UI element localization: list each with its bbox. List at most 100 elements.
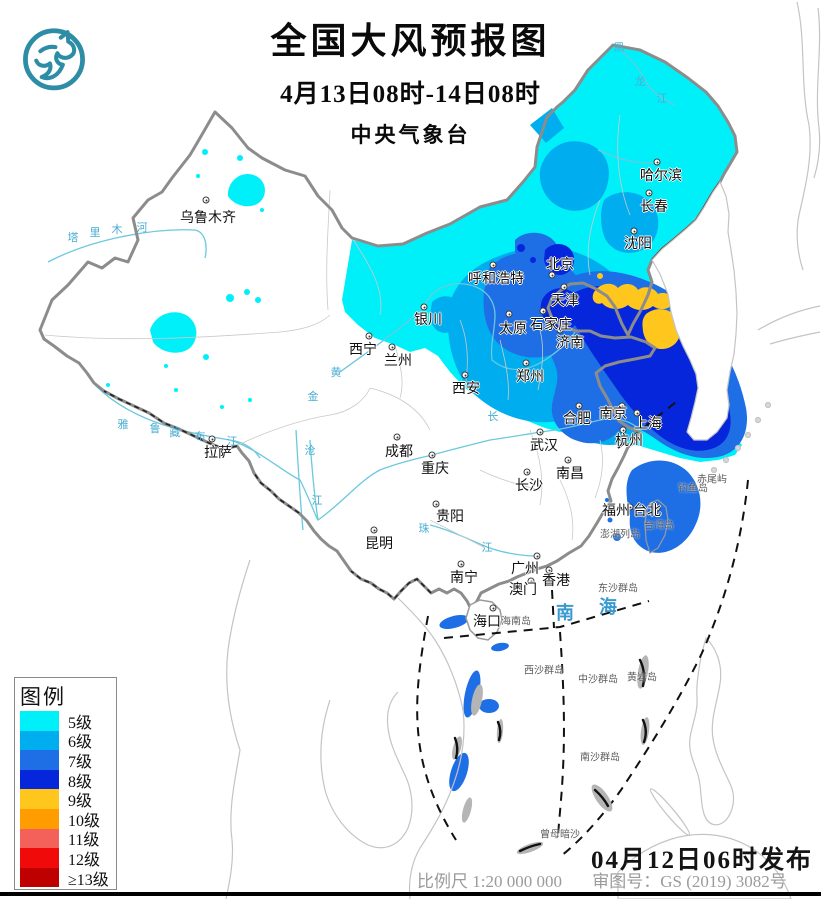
island-label: 西沙群岛 bbox=[524, 665, 564, 677]
issue-time: 04月12日06时发布 bbox=[591, 847, 814, 874]
city-marker bbox=[539, 307, 547, 315]
river-label: 龙 bbox=[634, 76, 646, 88]
city-marker bbox=[653, 158, 661, 166]
china-border bbox=[38, 43, 739, 611]
island-label: 台湾岛 bbox=[644, 520, 674, 532]
nine-dash-line bbox=[416, 401, 749, 857]
river-label: 河 bbox=[136, 222, 148, 234]
approval-number: 审图号：GS (2019) 3082号 bbox=[592, 872, 787, 891]
legend-item: 9级 bbox=[20, 789, 116, 811]
city-label: 沈阳 bbox=[624, 235, 652, 251]
city-label: 长沙 bbox=[515, 477, 543, 493]
city-label: 昆明 bbox=[365, 535, 393, 551]
city-label: 合肥 bbox=[563, 410, 591, 426]
city-marker bbox=[653, 504, 661, 512]
indochina-coast bbox=[397, 597, 465, 899]
legend-swatch bbox=[20, 711, 59, 731]
city-marker bbox=[370, 526, 378, 534]
river-label: 雅 bbox=[117, 419, 129, 431]
city-label: 上海 bbox=[634, 415, 662, 431]
city-marker bbox=[618, 402, 626, 410]
city-marker bbox=[365, 332, 373, 340]
shoal-marks bbox=[452, 655, 650, 855]
island-label: 曾母暗沙 bbox=[540, 829, 580, 841]
city-label: 成都 bbox=[385, 443, 413, 459]
river-label: 塔 bbox=[67, 232, 79, 244]
bottom-frame-line bbox=[0, 892, 821, 896]
city-label: 台北 bbox=[633, 502, 661, 518]
myanmar-coast bbox=[225, 559, 251, 899]
river-label: 鲁 bbox=[149, 423, 161, 435]
river-label: 黄 bbox=[330, 367, 342, 379]
russia-coast bbox=[796, 1, 811, 271]
legend-item: ≥13级 bbox=[20, 867, 116, 889]
legend-swatch bbox=[20, 769, 59, 790]
cma-dragon-logo-icon bbox=[23, 28, 85, 91]
city-label: 兰州 bbox=[384, 352, 412, 368]
city-marker bbox=[208, 435, 216, 443]
city-label: 哈尔滨 bbox=[640, 167, 682, 183]
city-marker bbox=[556, 326, 564, 334]
scale-text: 比例尺 1:20 000 000 bbox=[417, 872, 562, 891]
legend-swatch bbox=[20, 867, 59, 888]
river-label: 黑 bbox=[613, 42, 625, 54]
border-dashes bbox=[103, 390, 432, 601]
city-label: 拉萨 bbox=[204, 444, 232, 460]
legend-swatch bbox=[20, 828, 59, 849]
sea-label: 南 bbox=[556, 603, 574, 623]
city-label: 福州 bbox=[602, 502, 630, 518]
city-marker bbox=[536, 428, 544, 436]
city-marker bbox=[420, 303, 428, 311]
city-label: 广州 bbox=[511, 560, 539, 576]
city-label: 杭州 bbox=[615, 432, 643, 448]
city-marker bbox=[564, 456, 572, 464]
river-label: 木 bbox=[111, 224, 123, 236]
city-label: 郑州 bbox=[516, 368, 544, 384]
korea-outline bbox=[651, 180, 738, 441]
legend-label: 12级 bbox=[68, 851, 101, 869]
city-marker bbox=[645, 189, 653, 197]
river-label: 江 bbox=[481, 542, 493, 554]
island-label: 南沙群岛 bbox=[580, 752, 620, 764]
river-label: 江 bbox=[656, 93, 668, 105]
city-marker bbox=[505, 310, 513, 318]
city-marker bbox=[522, 359, 530, 367]
legend-swatch bbox=[20, 730, 59, 751]
river-label: 长 bbox=[487, 411, 499, 423]
island-label: 海南岛 bbox=[501, 616, 531, 628]
gulf-of-thailand bbox=[320, 691, 413, 849]
river-label: 珠 bbox=[418, 523, 430, 535]
city-label: 南昌 bbox=[556, 465, 584, 481]
legend-label: 6级 bbox=[68, 734, 93, 752]
legend-item: 8级 bbox=[20, 769, 116, 791]
river-label: 里 bbox=[89, 227, 101, 239]
luzon-outline bbox=[689, 636, 735, 826]
legend-rows: 5级 6级 7级 8级 9级 10级 11级 12级 ≥13级 bbox=[20, 711, 116, 889]
city-label: 济南 bbox=[556, 334, 584, 350]
sakhalin-outline bbox=[813, 7, 821, 179]
city-label: 南京 bbox=[599, 405, 627, 421]
city-marker bbox=[489, 261, 497, 269]
river-label: 金 bbox=[307, 391, 319, 403]
river-label: 布 bbox=[194, 431, 206, 443]
legend-item: 12级 bbox=[20, 848, 116, 869]
city-label: 西安 bbox=[452, 380, 480, 396]
city-label: 呼和浩特 bbox=[468, 270, 524, 286]
city-marker bbox=[548, 271, 556, 279]
city-marker bbox=[545, 566, 553, 574]
province-borders bbox=[44, 114, 631, 549]
city-label: 太原 bbox=[499, 320, 527, 336]
island-label: 赤尾屿 bbox=[697, 474, 727, 486]
city-label: 石家庄 bbox=[530, 316, 572, 332]
legend-label: 9级 bbox=[68, 793, 93, 811]
japan-coast2 bbox=[769, 331, 821, 345]
city-marker bbox=[630, 227, 638, 235]
river-label: 藏 bbox=[169, 427, 181, 439]
city-label: 重庆 bbox=[421, 460, 449, 476]
legend-label: 8级 bbox=[68, 773, 93, 791]
japan-coast bbox=[757, 305, 821, 331]
legend-swatch bbox=[20, 848, 59, 868]
neighbor-countries bbox=[225, 1, 821, 899]
city-label: 澳门 bbox=[509, 581, 537, 597]
